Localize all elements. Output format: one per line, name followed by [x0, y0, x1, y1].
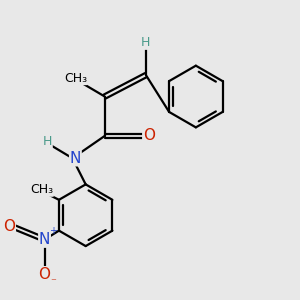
Text: H: H [141, 36, 151, 49]
Text: O: O [3, 219, 15, 234]
Text: N: N [39, 232, 50, 247]
Text: +: + [49, 226, 57, 236]
Text: CH₃: CH₃ [30, 183, 53, 196]
Text: ⁻: ⁻ [50, 277, 56, 287]
Text: O: O [143, 128, 155, 143]
Text: CH₃: CH₃ [64, 71, 87, 85]
Text: N: N [70, 151, 81, 166]
Text: H: H [43, 135, 52, 148]
Text: O: O [38, 267, 50, 282]
